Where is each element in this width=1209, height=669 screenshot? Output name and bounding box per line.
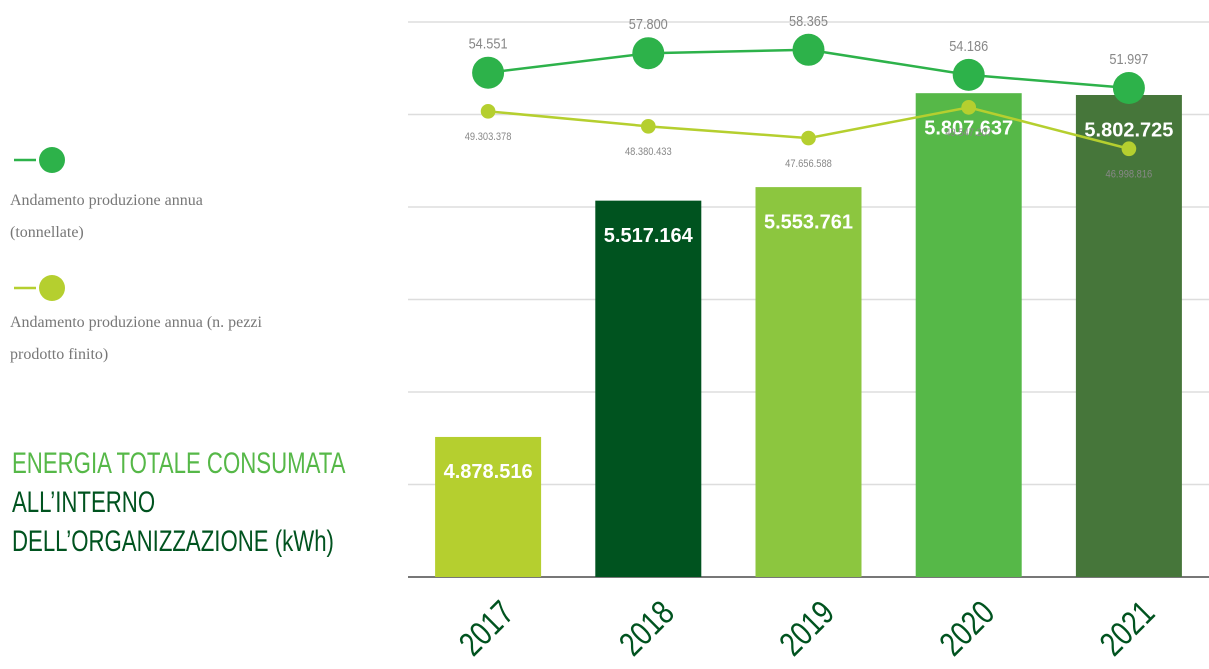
bar: [1075, 94, 1182, 577]
title-part: ALL’INTERNO DELL’ORGANIZZAZIONE (kWh): [12, 486, 334, 558]
line-point: [632, 37, 665, 70]
legend-marker: [39, 147, 65, 173]
legend-marker: [39, 275, 65, 301]
line-point: [792, 33, 825, 66]
line-value-label: 49.547.207: [945, 128, 992, 140]
line-value-label: 49.303.378: [465, 132, 512, 144]
x-tick-label: 2017: [451, 593, 521, 663]
line-value-label: 46.998.816: [1106, 169, 1153, 181]
chart-title: ENERGIA TOTALE CONSUMATA ALL’INTERNO DEL…: [12, 444, 367, 561]
line-value-label: 51.997: [1109, 50, 1148, 67]
line-point: [961, 100, 977, 115]
bar-value-label: 5.553.761: [764, 211, 853, 233]
line-point: [1112, 72, 1145, 105]
x-tick-label: 2020: [932, 593, 1002, 663]
bar-value-label: 5.517.164: [604, 225, 694, 247]
bar: [915, 93, 1022, 577]
line-point: [480, 103, 496, 119]
legend-label: Andamento produzione annua (tonnellate): [10, 192, 203, 241]
line-value-label: 54.186: [949, 37, 988, 54]
legend-label: Andamento produzione annua (n. pezzi pro…: [10, 314, 262, 363]
bar-value-label: 4.878.516: [444, 461, 533, 483]
bar: [595, 200, 702, 577]
line-point: [952, 58, 985, 91]
bar-value-label: 5.807.637: [924, 117, 1013, 139]
line-value-label: 58.365: [789, 12, 828, 29]
line-point: [640, 118, 656, 134]
x-tick-label: 2019: [772, 593, 842, 663]
line-point: [472, 56, 505, 89]
x-tick-label: 2021: [1092, 593, 1162, 663]
x-tick-label: 2018: [611, 593, 681, 663]
line-point: [801, 130, 816, 146]
bar: [435, 436, 542, 577]
line-value-label: 47.656.588: [785, 158, 832, 170]
line-point: [1121, 141, 1137, 157]
bar: [755, 187, 862, 577]
line-value-label: 48.380.433: [625, 147, 672, 159]
title-part: ENERGIA TOTALE CONSUMATA: [12, 447, 345, 480]
bar-value-label: 5.802.725: [1084, 119, 1173, 141]
line-value-label: 57.800: [629, 15, 668, 32]
line-value-label: 54.551: [469, 35, 508, 52]
